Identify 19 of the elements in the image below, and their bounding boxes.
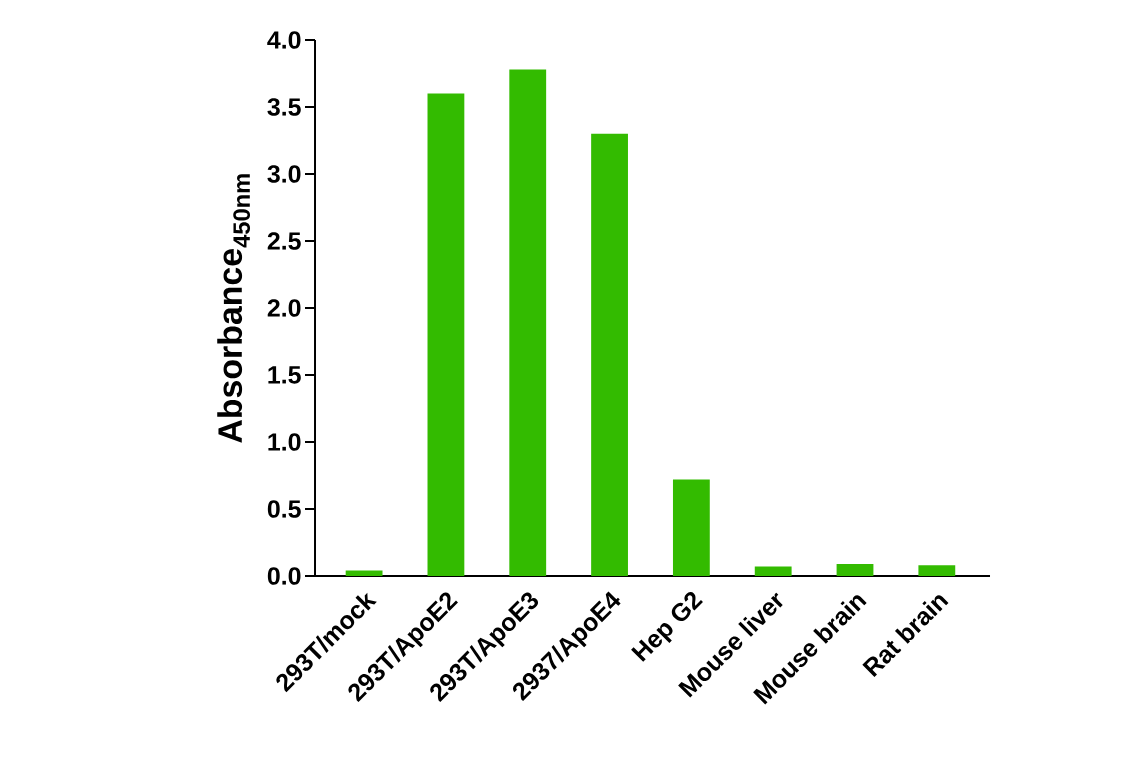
y-tick-label: 0.5: [267, 500, 301, 518]
y-tick-label: 4.0: [267, 31, 301, 49]
bar: [427, 93, 465, 576]
bar: [836, 563, 874, 576]
bar: [591, 133, 628, 576]
y-tick-label: 0.0: [267, 567, 301, 585]
y-tick-label: 3.0: [267, 165, 301, 183]
bar: [672, 479, 710, 576]
y-tick-label: 2.5: [267, 232, 301, 250]
bar: [754, 566, 792, 576]
x-tick-label: Hep G2: [631, 591, 703, 662]
bar: [509, 69, 547, 576]
y-tick-label: 2.0: [267, 299, 301, 317]
y-tick-label: 1.0: [268, 433, 301, 451]
y-tick-label: 1.5: [268, 366, 301, 384]
bar: [918, 565, 956, 576]
y-axis-title: Absorbance$_{450nm}$: [217, 174, 251, 443]
bar: [345, 570, 383, 576]
y-tick-label: 3.5: [267, 98, 301, 116]
